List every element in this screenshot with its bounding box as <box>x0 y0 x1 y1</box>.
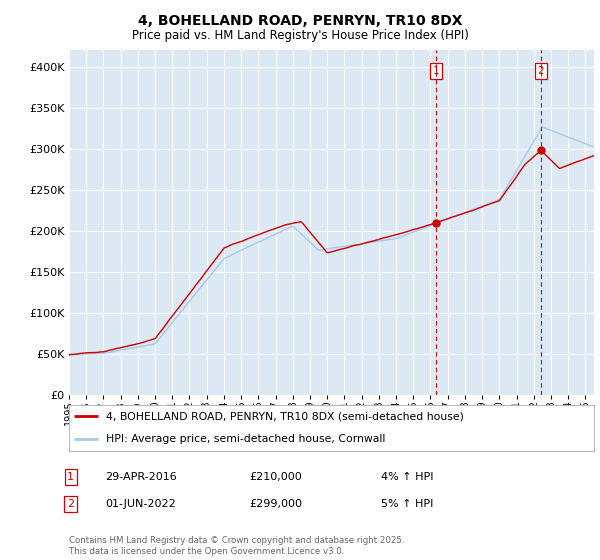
Text: £299,000: £299,000 <box>249 499 302 509</box>
Text: 4, BOHELLAND ROAD, PENRYN, TR10 8DX (semi-detached house): 4, BOHELLAND ROAD, PENRYN, TR10 8DX (sem… <box>106 412 464 421</box>
Text: 5% ↑ HPI: 5% ↑ HPI <box>381 499 433 509</box>
Text: HPI: Average price, semi-detached house, Cornwall: HPI: Average price, semi-detached house,… <box>106 435 385 444</box>
Text: 4, BOHELLAND ROAD, PENRYN, TR10 8DX: 4, BOHELLAND ROAD, PENRYN, TR10 8DX <box>138 14 462 28</box>
Text: 2: 2 <box>538 66 544 76</box>
Text: Contains HM Land Registry data © Crown copyright and database right 2025.
This d: Contains HM Land Registry data © Crown c… <box>69 536 404 556</box>
Text: 1: 1 <box>433 66 439 76</box>
Text: 29-APR-2016: 29-APR-2016 <box>105 472 177 482</box>
Text: 1: 1 <box>67 472 74 482</box>
Text: 2: 2 <box>67 499 74 509</box>
Text: 01-JUN-2022: 01-JUN-2022 <box>105 499 176 509</box>
Text: £210,000: £210,000 <box>249 472 302 482</box>
Text: 4% ↑ HPI: 4% ↑ HPI <box>381 472 433 482</box>
Text: Price paid vs. HM Land Registry's House Price Index (HPI): Price paid vs. HM Land Registry's House … <box>131 29 469 42</box>
